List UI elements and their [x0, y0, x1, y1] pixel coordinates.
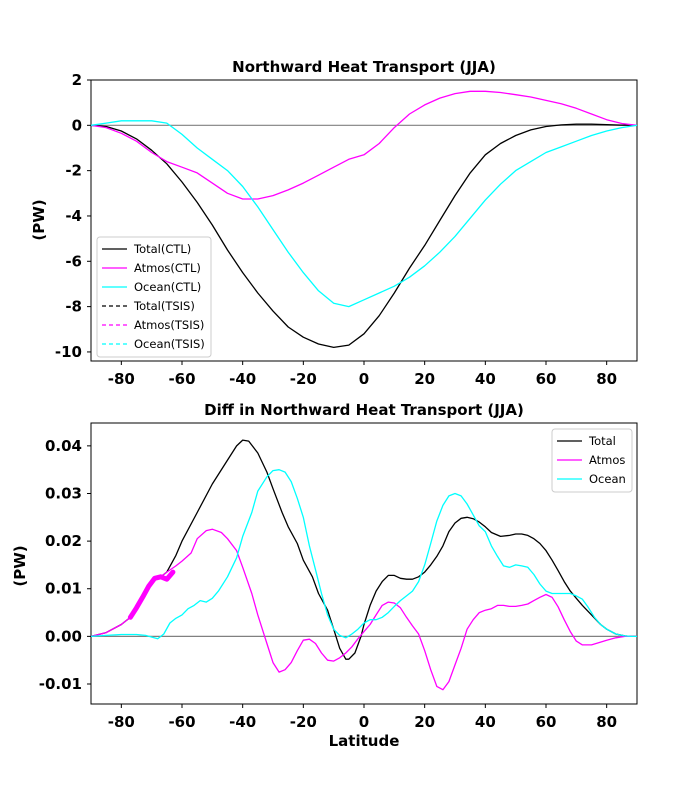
y-tick-label: -6	[65, 252, 82, 270]
y-tick-label: -8	[65, 298, 82, 316]
legend-box	[551, 428, 633, 493]
y-tick-label: 0.01	[45, 580, 82, 598]
x-tick-label: -80	[108, 713, 135, 731]
series-line-ocean-ctl	[90, 120, 638, 308]
legend-label: Atmos(CTL)	[134, 261, 201, 275]
bottom-x-ticks: -80 -60 -40 -20 0 20 40 60 80	[108, 704, 617, 731]
series-line-total-ctl	[90, 123, 638, 349]
x-tick-label: 40	[475, 370, 496, 388]
bottom-legend: Total Atmos Ocean	[551, 428, 633, 493]
y-tick-label: 0.03	[45, 484, 82, 502]
series-line-atmos	[90, 528, 637, 691]
x-tick-label: 60	[536, 370, 557, 388]
top-chart-panel: Northward Heat Transport (JJA) (PW) -80-…	[30, 58, 638, 388]
legend-label: Atmos(TSIS)	[134, 318, 204, 332]
bottom-series-group	[90, 439, 637, 691]
x-tick-label: 20	[414, 713, 435, 731]
top-legend: Total(CTL) Atmos(CTL) Ocean(CTL) Total(TSIS…	[96, 236, 212, 358]
legend-label: Total	[588, 434, 616, 448]
legend-label: Total(TSIS)	[133, 299, 195, 313]
bottom-chart-panel: Diff in Northward Heat Transport (JJA) (…	[11, 401, 638, 750]
top-series-group	[90, 90, 638, 349]
y-tick-label: -4	[65, 207, 82, 225]
y-tick-label: 0.02	[45, 532, 82, 550]
legend-label: Ocean	[589, 472, 626, 486]
series-line-ocean	[90, 469, 637, 640]
x-tick-label: -20	[290, 370, 317, 388]
x-tick-label: -80	[108, 370, 135, 388]
legend-label: Total(CTL)	[133, 242, 191, 256]
x-tick-label: 80	[596, 370, 617, 388]
y-tick-label: 0.04	[45, 437, 82, 455]
y-tick-label: -10	[55, 343, 82, 361]
top-x-ticks: -80 -60 -40 -20 0 20 40 60 80	[108, 361, 617, 388]
legend-label: Ocean(CTL)	[134, 280, 201, 294]
y-tick-label: 0	[72, 116, 82, 134]
bottom-chart-title: Diff in Northward Heat Transport (JJA)	[204, 401, 524, 419]
x-tick-label: 0	[359, 713, 369, 731]
x-tick-label: 60	[536, 713, 557, 731]
x-tick-label: 0	[359, 370, 369, 388]
top-chart-title: Northward Heat Transport (JJA)	[232, 58, 496, 76]
legend-box	[96, 236, 212, 358]
x-tick-label: 20	[414, 370, 435, 388]
legend-label: Ocean(TSIS)	[134, 337, 205, 351]
bottom-chart-ylabel: (PW)	[11, 545, 29, 586]
y-tick-label: -2	[65, 162, 82, 180]
series-line-atmos-ctl	[90, 90, 638, 200]
x-tick-label: -60	[168, 370, 195, 388]
top-y-ticks: 2 0 -2 -4 -6 -8 -10	[55, 71, 91, 361]
series-line-total	[90, 439, 637, 660]
legend-label: Atmos	[589, 453, 625, 467]
bottom-chart-xlabel: Latitude	[329, 732, 400, 750]
bottom-y-ticks: 0.04 0.03 0.02 0.01 0.00 -0.01	[39, 437, 91, 693]
x-tick-label: 80	[596, 713, 617, 731]
x-tick-label: 40	[475, 713, 496, 731]
y-tick-label: -0.01	[39, 675, 82, 693]
highlight-segment	[127, 569, 176, 620]
y-tick-label: 2	[72, 71, 82, 89]
x-tick-label: -20	[290, 713, 317, 731]
x-tick-label: -60	[168, 713, 195, 731]
y-tick-label: 0.00	[45, 627, 82, 645]
top-chart-ylabel: (PW)	[30, 199, 48, 240]
x-tick-label: -40	[229, 370, 256, 388]
x-tick-label: -40	[229, 713, 256, 731]
